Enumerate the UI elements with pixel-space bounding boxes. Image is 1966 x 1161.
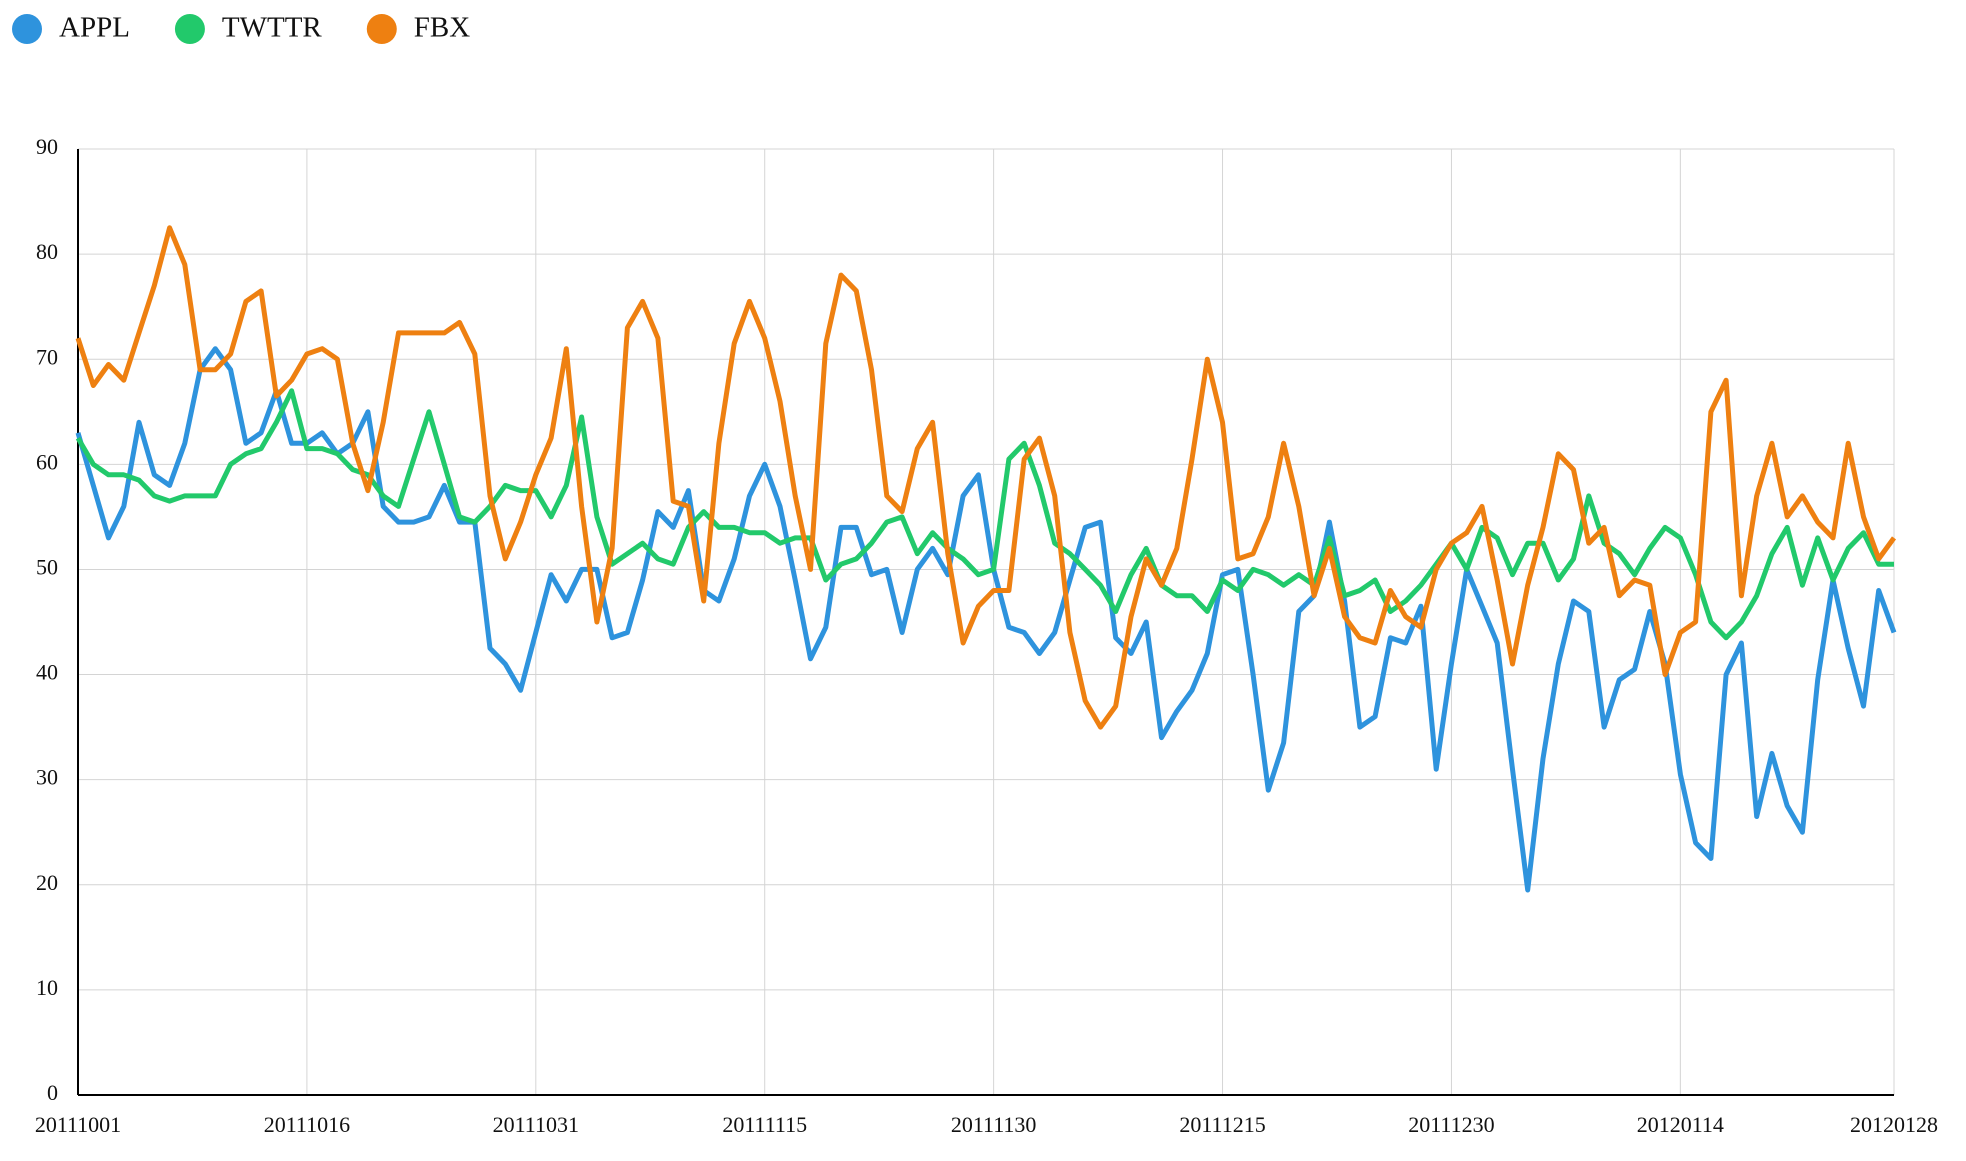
x-tick-label: 20111230: [1408, 1112, 1494, 1137]
x-tick-label: 20120128: [1850, 1112, 1938, 1137]
y-tick-label: 30: [36, 765, 58, 790]
legend-marker: [12, 14, 42, 44]
series-line: [75, 225, 1897, 730]
y-tick-label: 50: [36, 554, 58, 579]
x-tick-label: 20111115: [722, 1112, 807, 1137]
y-tick-label: 40: [36, 660, 58, 685]
y-tick-label: 0: [47, 1080, 58, 1105]
legend-marker: [174, 14, 205, 44]
x-tick-label: 20111001: [35, 1112, 121, 1137]
x-tick-label: 20120114: [1637, 1112, 1724, 1137]
legend-label: APPL: [59, 12, 130, 44]
series-line: [75, 388, 1894, 641]
y-tick-label: 70: [36, 344, 58, 369]
y-tick-label: 10: [36, 975, 58, 1000]
y-tick-label: 90: [36, 134, 58, 159]
y-tick-label: 60: [36, 449, 58, 474]
x-tick-label: 20111130: [951, 1112, 1037, 1137]
x-tick-label: 20111031: [493, 1112, 579, 1137]
legend-label: TWTTR: [222, 12, 323, 44]
legend-label: FBX: [414, 12, 470, 44]
x-tick-label: 20111215: [1179, 1112, 1265, 1137]
y-tick-label: 20: [36, 870, 58, 895]
legend-marker: [366, 14, 397, 44]
y-tick-label: 80: [36, 239, 58, 264]
x-tick-label: 20111016: [264, 1112, 350, 1137]
